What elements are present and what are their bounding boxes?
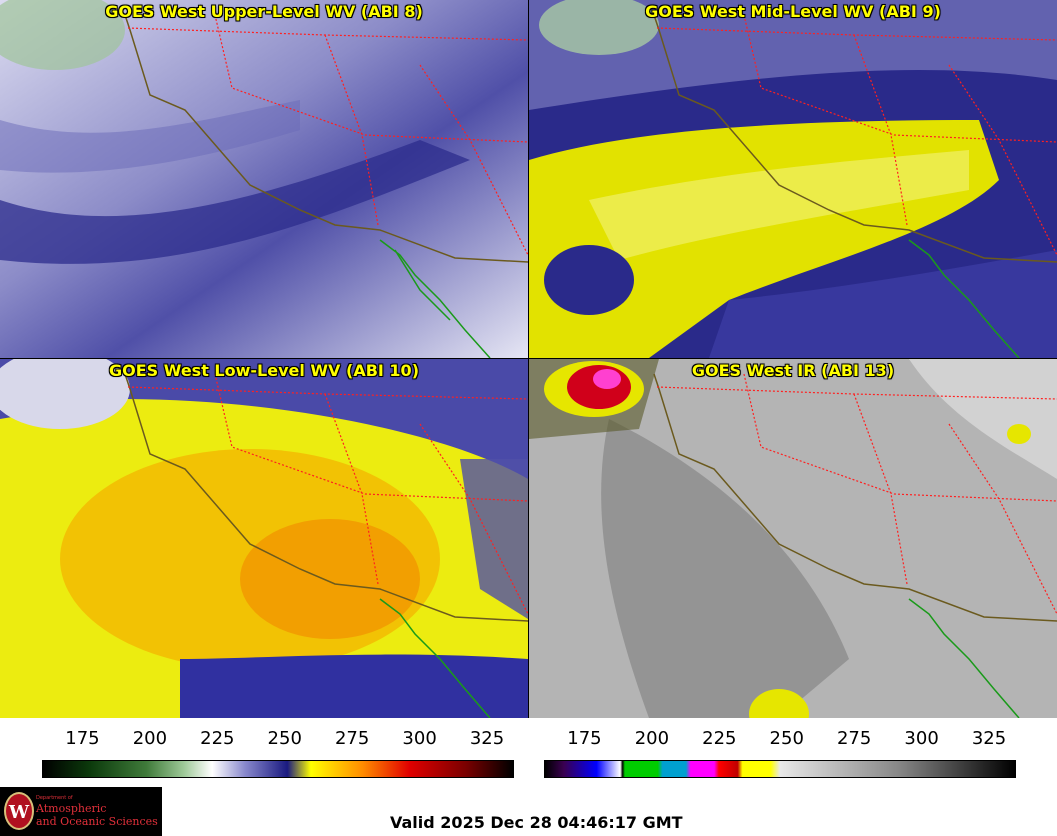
panel-divider-horizontal — [0, 358, 1057, 359]
wv-colorbar-tick: 250 — [267, 728, 302, 749]
ir-colorbar-tick: 200 — [634, 728, 670, 749]
low-level-wv-title: GOES West Low-Level WV (ABI 10) — [108, 361, 419, 380]
wv-colorbar-tick: 275 — [334, 728, 370, 749]
upper-level-wv-panel: GOES West Upper-Level WV (ABI 8) — [0, 0, 528, 358]
wv-colorbar-tick: 200 — [132, 728, 168, 749]
wv-colorbar-tick: 325 — [469, 728, 505, 749]
low-level-wv-panel: GOES West Low-Level WV (ABI 10) — [0, 359, 528, 718]
mid-level-wv-title: GOES West Mid-Level WV (ABI 9) — [645, 2, 941, 21]
mid-level-wv-image — [529, 0, 1057, 358]
panel-divider-vertical — [528, 0, 529, 718]
ir-panel: GOES West IR (ABI 13) — [529, 359, 1057, 718]
ir-colorbar-tick: 175 — [567, 728, 602, 749]
wv-colorbar-tick: 225 — [200, 728, 235, 749]
ir-colorbar-ticks: 175 200 225 250 275 300 325 — [544, 728, 1016, 750]
ir-colorbar-tick: 250 — [769, 728, 804, 749]
mid-level-wv-panel: GOES West Mid-Level WV (ABI 9) — [529, 0, 1057, 358]
logo-line1: Atmospheric — [36, 802, 107, 815]
ir-colorbar-tick: 300 — [904, 728, 939, 749]
ir-colorbar — [544, 760, 1016, 778]
ir-colorbar-tick: 325 — [971, 728, 1007, 749]
ir-title: GOES West IR (ABI 13) — [691, 361, 895, 380]
upper-level-wv-image — [0, 0, 528, 358]
uw-seal-icon: W — [4, 792, 34, 830]
low-level-wv-image — [0, 359, 528, 718]
wv-colorbar-tick: 300 — [402, 728, 437, 749]
valid-time-text: Valid 2025 Dec 28 04:46:17 GMT — [390, 813, 683, 832]
ir-image — [529, 359, 1057, 718]
wv-colorbar-tick: 175 — [65, 728, 100, 749]
logo-line2: and Oceanic Sciences — [36, 815, 158, 828]
ir-colorbar-tick: 225 — [702, 728, 737, 749]
upper-level-wv-title: GOES West Upper-Level WV (ABI 8) — [105, 2, 423, 21]
wv-colorbar-ticks: 175 200 225 250 275 300 325 — [42, 728, 514, 750]
aos-logo: W Department of Atmospheric and Oceanic … — [0, 787, 162, 836]
logo-dept-text: Department of — [36, 795, 73, 801]
wv-colorbar — [42, 760, 514, 778]
ir-colorbar-tick: 275 — [836, 728, 872, 749]
